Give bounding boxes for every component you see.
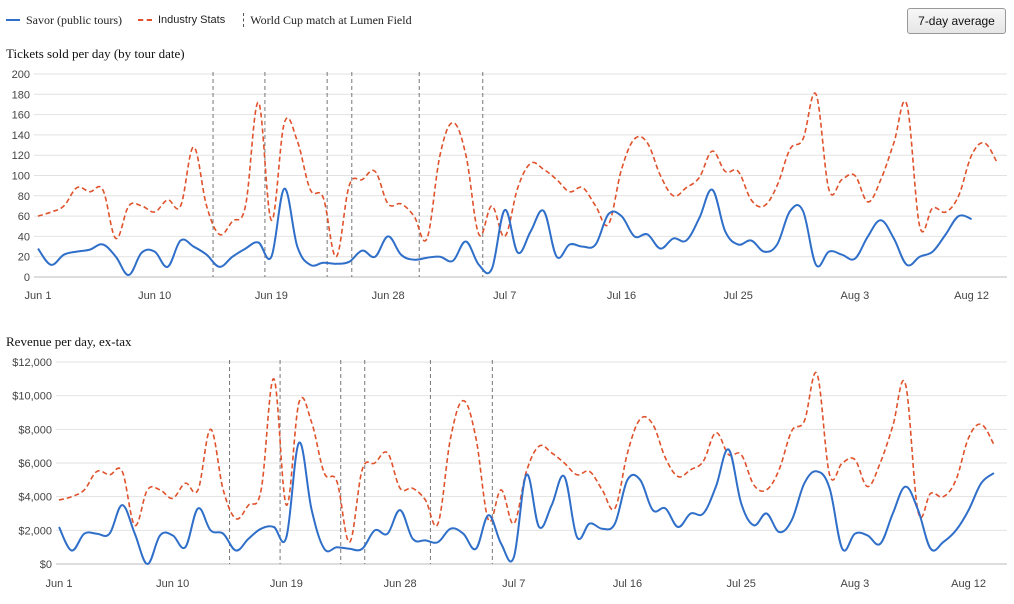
x-tick-label: Jul 25 [724,290,753,302]
x-tick-label: Jun 28 [384,578,417,590]
x-tick-label: Aug 12 [954,290,989,302]
x-tick-label: Aug 12 [951,578,986,590]
x-tick-label: Jun 1 [25,290,52,302]
y-tick-label: $8,000 [18,424,52,436]
legend-item-event[interactable]: World Cup match at Lumen Field [241,12,412,28]
legend-item-industry[interactable]: Industry Stats [137,14,226,26]
series-line-industry [58,371,995,543]
x-tick-label: Jun 28 [372,290,405,302]
legend-item-savor[interactable]: Savor (public tours) [6,13,122,28]
y-tick-label: $10,000 [12,391,52,403]
series-line-savor [58,441,995,565]
y-tick-label: 180 [12,89,30,101]
x-tick-label: Jun 19 [270,578,303,590]
vertical-dashed-line-icon [243,13,245,27]
series-line-savor [37,187,972,276]
y-tick-label: 40 [18,231,30,243]
x-tick-label: Aug 3 [841,578,870,590]
y-tick-label: $6,000 [18,458,52,470]
y-tick-label: 60 [18,211,30,223]
x-tick-label: Jun 1 [46,578,73,590]
seven-day-average-button[interactable]: 7-day average [907,8,1006,34]
y-tick-label: $0 [40,559,52,571]
series-line-industry [37,92,999,258]
revenue-chart: $0 $2,000 $4,000 $6,000 $8,000 $10,000 $12,000… [12,357,1007,590]
y-tick-label: 0 [24,272,30,284]
legend-label-industry: Industry Stats [157,14,226,26]
legend-label-event: World Cup match at Lumen Field [250,12,412,27]
x-tick-label: Jul 25 [727,578,756,590]
y-tick-label: $4,000 [18,492,52,504]
y-tick-label: 140 [12,130,30,142]
legend-label-savor: Savor (public tours) [26,12,122,27]
solid-line-swatch-icon [6,19,20,21]
y-tick-label: 80 [18,191,30,203]
y-tick-label: 100 [12,171,30,183]
x-tick-label: Jul 7 [493,290,516,302]
tickets-chart: 0 20 40 60 80 100 120 140 160 180 200 Jun 1 Jun 10 Ju… [12,69,1007,302]
x-tick-label: Jun 19 [255,290,288,302]
chart-title-revenue: Revenue per day, ex-tax [6,334,132,349]
y-tick-label: 20 [18,252,30,264]
y-tick-label: 120 [12,150,30,162]
legend: Savor (public tours) Industry Stats Worl… [6,8,428,32]
chart-title-tickets: Tickets sold per day (by tour date) [6,46,185,61]
x-tick-label: Jul 7 [502,578,525,590]
y-tick-label: $2,000 [18,525,52,537]
y-tick-label: $12,000 [12,357,52,369]
x-tick-label: Jun 10 [138,290,171,302]
x-tick-label: Jul 16 [607,290,636,302]
dashed-line-swatch-icon [137,19,152,21]
x-tick-label: Jun 10 [156,578,189,590]
x-tick-label: Aug 3 [841,290,870,302]
x-tick-label: Jul 16 [613,578,642,590]
y-tick-label: 200 [12,69,30,81]
y-tick-label: 160 [12,110,30,122]
